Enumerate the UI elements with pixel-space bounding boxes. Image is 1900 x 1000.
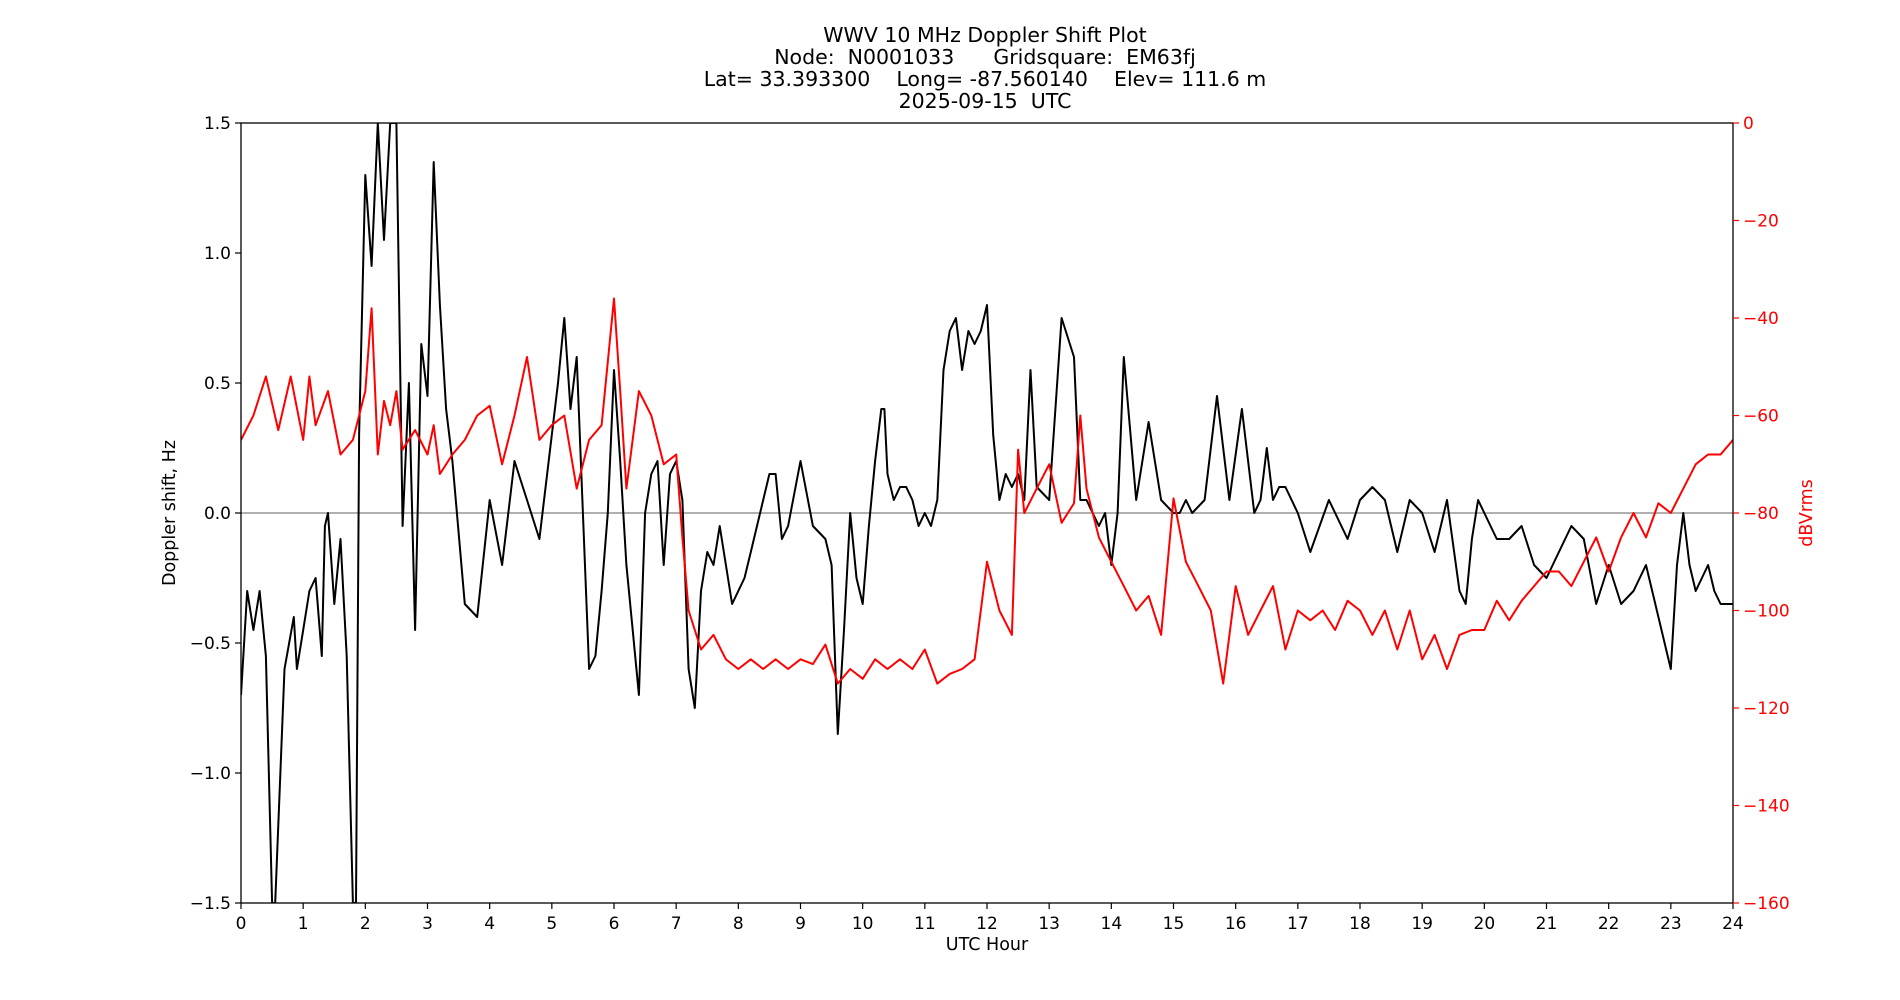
x-tick-label: 23 xyxy=(1660,914,1682,934)
signal-power-series-line xyxy=(241,297,1733,685)
left-y-tick-label: 1.5 xyxy=(204,114,231,134)
x-tick-label: 12 xyxy=(976,914,998,934)
left-y-tick-label: −0.5 xyxy=(190,634,231,654)
x-tick-label: 19 xyxy=(1411,914,1433,934)
right-y-tick-label: −20 xyxy=(1743,212,1779,232)
x-tick-label: 4 xyxy=(484,914,495,934)
title-line-2: Node: N0001033 Gridsquare: EM63fj xyxy=(774,45,1196,69)
left-y-tick-label: 1.0 xyxy=(204,244,231,264)
right-y-tick-label: −40 xyxy=(1743,309,1779,329)
x-tick-label: 3 xyxy=(422,914,433,934)
x-tick-label: 10 xyxy=(852,914,874,934)
left-y-axis-label: Doppler shift, Hz xyxy=(160,440,180,586)
right-y-axis-ticks: 0 −20 −40 −60 −80 −100 −120 −140 −160 xyxy=(1733,114,1790,914)
x-tick-label: 6 xyxy=(609,914,620,934)
x-tick-label: 8 xyxy=(733,914,744,934)
x-tick-label: 7 xyxy=(671,914,682,934)
chart-title: WWV 10 MHz Doppler Shift Plot Node: N000… xyxy=(704,23,1267,113)
x-tick-label: 11 xyxy=(914,914,936,934)
x-tick-label: 24 xyxy=(1722,914,1744,934)
x-tick-label: 9 xyxy=(795,914,806,934)
x-tick-label: 22 xyxy=(1598,914,1620,934)
title-line-3: Lat= 33.393300 Long= -87.560140 Elev= 11… xyxy=(704,67,1267,91)
x-tick-label: 1 xyxy=(298,914,309,934)
left-y-tick-label: −1.0 xyxy=(190,764,231,784)
left-y-tick-label: −1.5 xyxy=(190,894,231,914)
x-tick-label: 17 xyxy=(1287,914,1309,934)
right-y-tick-label: −120 xyxy=(1743,699,1790,719)
x-tick-label: 5 xyxy=(546,914,557,934)
left-y-axis-ticks: 1.5 1.0 0.5 0.0 −0.5 −1.0 −1.5 xyxy=(190,114,241,914)
right-y-tick-label: −60 xyxy=(1743,407,1779,427)
right-y-tick-label: 0 xyxy=(1743,114,1754,134)
title-line-1: WWV 10 MHz Doppler Shift Plot xyxy=(823,23,1146,47)
left-y-tick-label: 0.0 xyxy=(204,504,231,524)
x-tick-label: 20 xyxy=(1474,914,1496,934)
x-tick-label: 16 xyxy=(1225,914,1247,934)
x-axis-label: UTC Hour xyxy=(946,935,1029,955)
x-tick-label: 13 xyxy=(1038,914,1060,934)
x-axis-ticks: 0 1 2 3 4 5 6 7 8 9 10 11 12 13 14 15 16 17 18 19 20 21 22 23 24 xyxy=(236,903,1744,934)
right-y-tick-label: −80 xyxy=(1743,504,1779,524)
left-y-tick-label: 0.5 xyxy=(204,374,231,394)
doppler-shift-series-line xyxy=(241,123,1733,903)
x-tick-label: 14 xyxy=(1101,914,1123,934)
x-tick-label: 21 xyxy=(1536,914,1558,934)
title-line-4: 2025-09-15 UTC xyxy=(899,89,1072,113)
plot-series xyxy=(241,123,1733,903)
x-tick-label: 18 xyxy=(1349,914,1371,934)
right-y-tick-label: −160 xyxy=(1743,894,1790,914)
x-tick-label: 2 xyxy=(360,914,371,934)
x-tick-label: 15 xyxy=(1163,914,1185,934)
right-y-tick-label: −140 xyxy=(1743,797,1790,817)
right-y-axis-label: dBVrms xyxy=(1797,479,1817,547)
x-tick-label: 0 xyxy=(236,914,247,934)
right-y-tick-label: −100 xyxy=(1743,602,1790,622)
